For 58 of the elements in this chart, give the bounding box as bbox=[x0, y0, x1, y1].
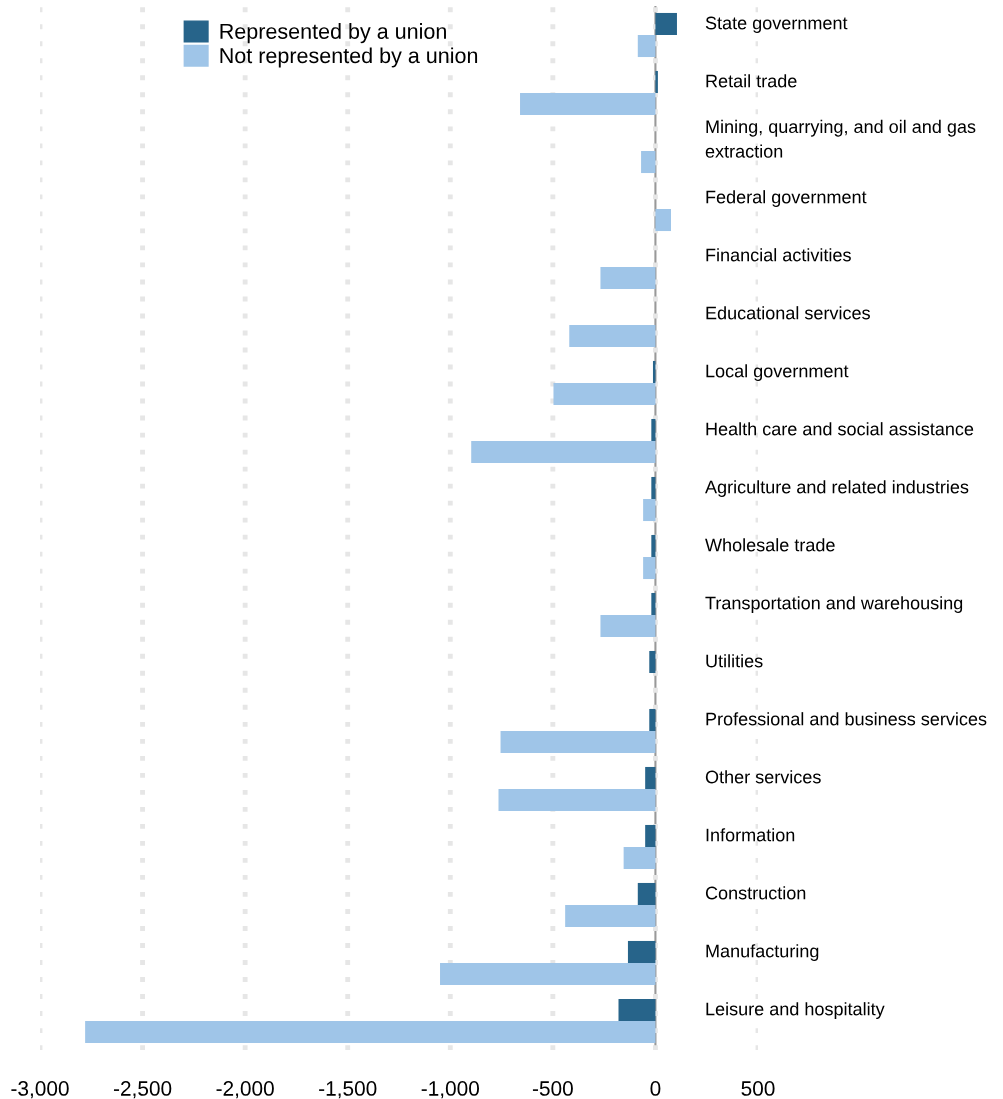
y-tick-label: State government bbox=[705, 16, 848, 33]
bar bbox=[600, 267, 656, 290]
bar bbox=[85, 1021, 656, 1044]
bar bbox=[500, 731, 656, 754]
y-tick-label: Wholesale trade bbox=[705, 538, 835, 552]
y-tick-label: Professional and business services bbox=[706, 712, 987, 726]
y-tick-label: Utilities bbox=[706, 654, 763, 668]
legend-label: Not represented by a union bbox=[220, 47, 478, 68]
bar bbox=[655, 209, 672, 232]
bar bbox=[498, 789, 656, 812]
y-tick-label: Manufacturing bbox=[706, 944, 819, 961]
bar bbox=[565, 905, 656, 928]
bar bbox=[643, 499, 656, 522]
bar bbox=[651, 534, 656, 557]
bar bbox=[600, 615, 656, 638]
bar bbox=[651, 418, 656, 441]
bar bbox=[641, 151, 656, 174]
bar bbox=[637, 882, 656, 905]
bar bbox=[651, 476, 656, 499]
y-tick-label: Retail trade bbox=[706, 74, 797, 88]
x-tick-label: 500 bbox=[741, 1081, 775, 1096]
y-tick-label: Transportation and warehousing bbox=[705, 596, 963, 613]
x-tick-label: 0 bbox=[650, 1081, 661, 1096]
bar bbox=[651, 592, 656, 615]
bar bbox=[520, 93, 656, 116]
bar bbox=[553, 383, 656, 406]
bar bbox=[623, 847, 656, 870]
y-tick-label: Information bbox=[706, 828, 795, 842]
x-tick-label: -2,500 bbox=[113, 1081, 172, 1099]
x-tick-label: -500 bbox=[532, 1081, 573, 1096]
y-tick-label: Agriculture and related industries bbox=[705, 480, 969, 497]
y-tick-label: Leisure and hospitality bbox=[706, 1002, 885, 1019]
y-tick-label: Federal government bbox=[706, 190, 867, 207]
bar bbox=[618, 998, 656, 1021]
bar bbox=[643, 557, 656, 580]
bar bbox=[645, 824, 656, 847]
bar bbox=[649, 708, 656, 731]
y-tick-label: Financial activities bbox=[706, 248, 851, 262]
x-tick-label: -1,000 bbox=[421, 1081, 480, 1099]
bar bbox=[655, 70, 658, 93]
bar bbox=[627, 940, 656, 963]
x-tick-label: -3,000 bbox=[11, 1081, 69, 1099]
bar bbox=[655, 12, 677, 35]
bar bbox=[645, 766, 656, 789]
y-tick-label: Construction bbox=[705, 886, 806, 900]
y-tick-label: Educational services bbox=[706, 306, 870, 320]
y-tick-label: Local government bbox=[706, 364, 849, 381]
y-tick-label: Mining, quarrying, and oil and gas extraction bbox=[705, 119, 976, 158]
bar bbox=[569, 325, 656, 348]
x-tick-label: -2,000 bbox=[216, 1081, 274, 1099]
bar bbox=[471, 441, 656, 464]
legend-label: Represented by a union bbox=[220, 23, 446, 44]
bar bbox=[637, 35, 656, 58]
bar bbox=[649, 650, 656, 673]
y-tick-label: Other services bbox=[705, 770, 821, 784]
y-tick-label: Health care and social assistance bbox=[706, 422, 974, 436]
bar bbox=[440, 963, 656, 986]
x-tick-label: -1,500 bbox=[319, 1081, 377, 1099]
